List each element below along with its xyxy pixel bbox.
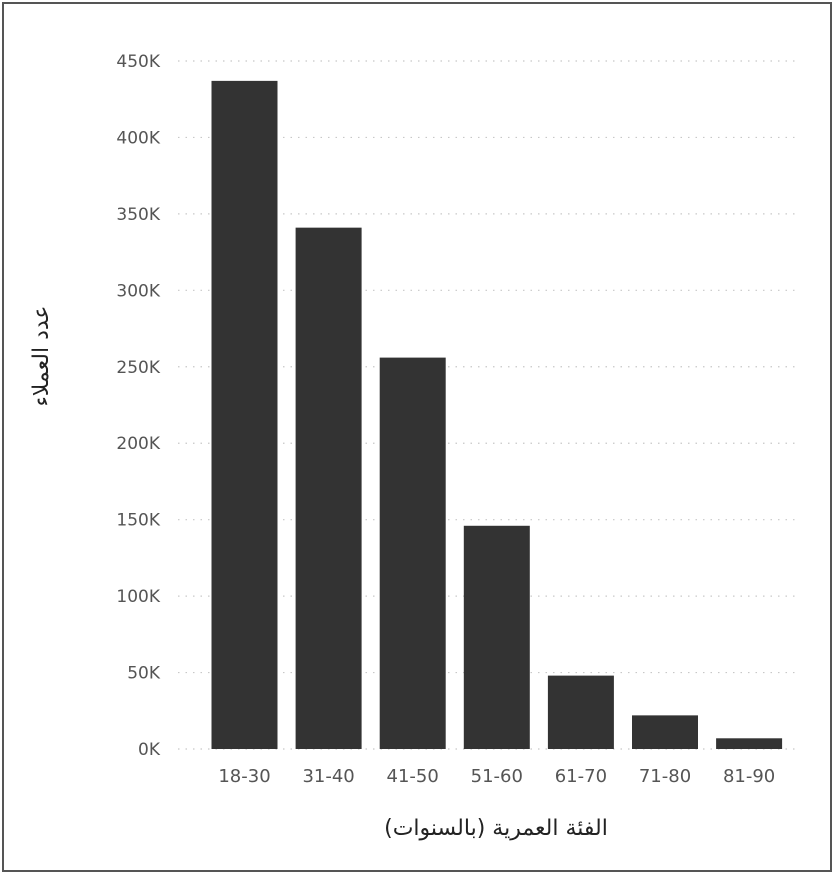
y-tick-label: 450K (116, 52, 160, 72)
y-tick-label: 200K (116, 434, 160, 454)
y-tick-label: 150K (116, 511, 160, 531)
bar-18-30 (211, 80, 278, 750)
y-tick-labels: 0K 50K 100K 150K 200K 250K 300K 350K 400K 450K (116, 52, 160, 760)
bar-51-60 (463, 525, 530, 749)
x-tick-labels: 18-30 31-40 41-50 51-60 61-70 71-80 81-90 (218, 766, 775, 787)
x-tick-label: 81-90 (723, 766, 775, 787)
y-axis-title: عدد العملاء (29, 305, 54, 406)
y-tick-label: 0K (138, 740, 161, 760)
y-tick-label: 300K (116, 281, 160, 301)
bar-61-70 (547, 675, 614, 749)
y-tick-label: 50K (127, 664, 161, 684)
bar-41-50 (379, 357, 446, 749)
bar-71-80 (632, 715, 698, 749)
y-tick-label: 350K (116, 205, 160, 225)
y-tick-label: 250K (116, 358, 160, 378)
x-tick-label: 18-30 (218, 766, 270, 787)
bar-81-90 (716, 738, 783, 749)
bar-31-40 (295, 227, 362, 749)
x-tick-label: 71-80 (639, 766, 691, 787)
bars (211, 80, 783, 750)
y-tick-label: 100K (116, 587, 160, 607)
x-tick-label: 41-50 (387, 766, 439, 787)
x-axis-title: الفئة العمرية (بالسنوات) (384, 816, 608, 841)
x-tick-label: 31-40 (302, 766, 354, 787)
x-tick-label: 61-70 (555, 766, 607, 787)
x-tick-label: 51-60 (471, 766, 523, 787)
y-tick-label: 400K (116, 128, 160, 148)
